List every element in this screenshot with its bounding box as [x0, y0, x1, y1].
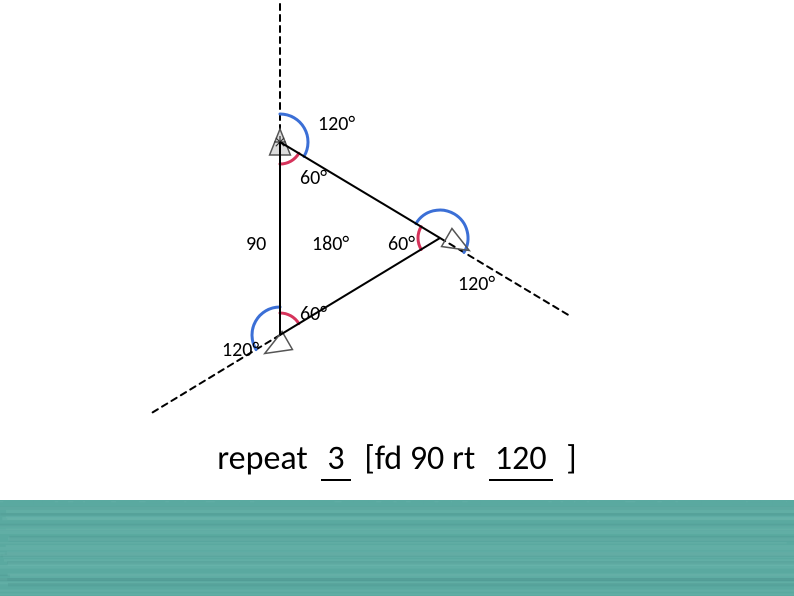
label-center: 180° [312, 232, 349, 256]
label-bottom-int: 60° [300, 302, 327, 326]
code-prefix: repeat [217, 438, 307, 479]
logo-command: repeat 3 [fd 90 rt 120 ] [0, 438, 794, 481]
stage: 120° 60° 60° 120° 60° 120° 90 180° repea… [0, 0, 794, 596]
code-suffix: ] [566, 438, 576, 479]
label-right-int: 60° [388, 232, 415, 256]
code-blank-repeat-count: 3 [321, 438, 350, 481]
label-right-ext: 120° [458, 272, 495, 296]
label-top-int: 60° [300, 166, 327, 190]
label-bottom-ext: 120° [222, 338, 259, 362]
label-top-ext: 120° [318, 112, 355, 136]
code-mid: [fd 90 rt [364, 438, 475, 479]
label-side: 90 [246, 232, 266, 256]
code-blank-angle: 120 [489, 438, 553, 481]
footer-band [0, 500, 794, 596]
